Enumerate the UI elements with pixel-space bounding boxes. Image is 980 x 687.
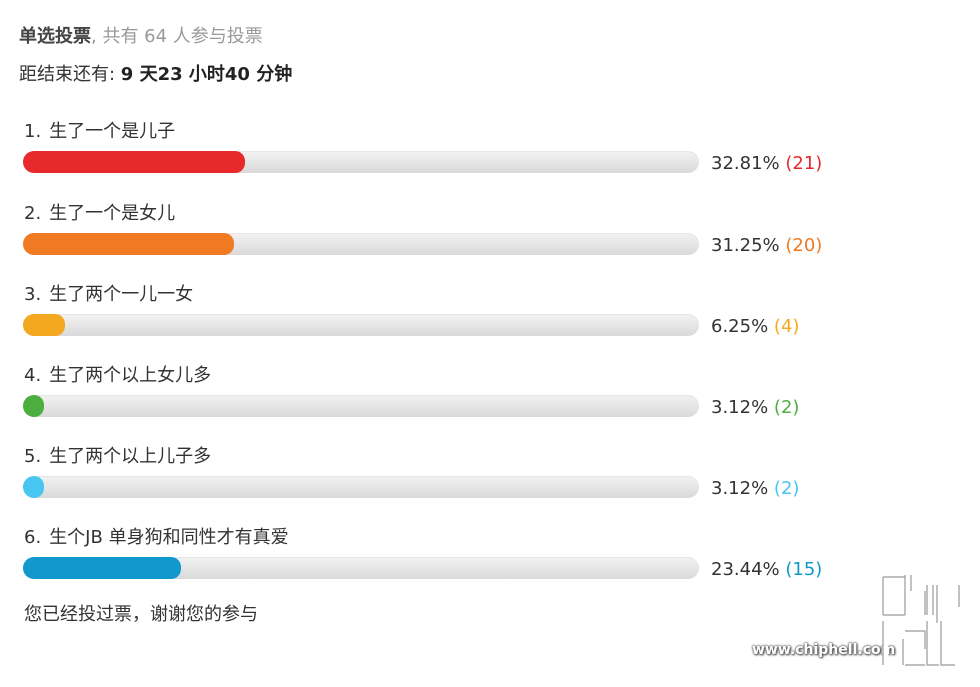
poll-deadline: 距结束还有: 9 天23 小时40 分钟 [19,60,292,86]
deadline-label: 距结束还有: [19,64,121,85]
option-bar-fill [23,314,66,336]
option-result: 23.44% (15) [711,559,822,580]
option-label: 5. 生了两个以上儿子多 [24,442,211,468]
option-percent: 31.25% [711,235,780,256]
option-text: 生个JB 单身狗和同性才有真爱 [49,527,289,548]
option-bar-track [23,233,699,255]
option-bar-fill [23,233,235,255]
option-label: 4. 生了两个以上女儿多 [24,361,211,387]
option-count: (21) [785,153,823,174]
option-text: 生了一个是儿子 [49,121,176,142]
poll-type-label: 单选投票 [19,26,91,47]
option-number: 6. [24,527,42,548]
deadline-value: 9 天23 小时40 分钟 [120,64,293,85]
option-percent: 23.44% [711,559,780,580]
watermark: www.chiphell.com [752,570,972,680]
option-bar-fill [23,395,45,417]
option-text: 生了两个一儿一女 [49,284,194,305]
poll-option-3: 3. 生了两个一儿一女 6.25% (4) [0,280,900,362]
option-text: 生了两个以上女儿多 [49,365,212,386]
option-percent: 3.12% [711,478,769,499]
option-label: 2. 生了一个是女儿 [24,199,175,225]
option-bar-track [23,476,699,498]
poll-participants-text: , 共有 64 人参与投票 [91,26,263,47]
option-number: 3. [24,284,42,305]
option-bar-fill [23,557,182,579]
option-count: (2) [773,397,800,418]
option-number: 4. [24,365,42,386]
option-result: 3.12% (2) [711,478,799,499]
option-label: 1. 生了一个是儿子 [24,117,175,143]
option-bar-track [23,151,699,173]
option-number: 1. [24,121,42,142]
option-percent: 3.12% [711,397,769,418]
option-count: (2) [773,478,800,499]
option-number: 2. [24,203,42,224]
option-label: 3. 生了两个一儿一女 [24,280,193,306]
chiphell-logo-icon [882,575,960,666]
option-bar-track [23,314,699,336]
option-result: 3.12% (2) [711,397,799,418]
option-bar-track [23,557,699,579]
option-count: (20) [785,235,823,256]
option-percent: 6.25% [711,316,769,337]
option-result: 32.81% (21) [711,153,822,174]
option-percent: 32.81% [711,153,780,174]
option-result: 6.25% (4) [711,316,799,337]
poll-option-6: 6. 生个JB 单身狗和同性才有真爱 23.44% (15) [0,523,900,605]
option-result: 31.25% (20) [711,235,822,256]
voted-message: 您已经投过票，谢谢您的参与 [24,604,258,625]
option-text: 生了一个是女儿 [49,203,176,224]
option-bar-fill [23,476,45,498]
option-count: (15) [785,559,823,580]
option-bar-fill [23,151,245,173]
watermark-url: www.chiphell.com [752,642,896,658]
option-label: 6. 生个JB 单身狗和同性才有真爱 [24,523,289,549]
poll-option-2: 2. 生了一个是女儿 31.25% (20) [0,199,900,281]
option-number: 5. [24,446,42,467]
poll-option-5: 5. 生了两个以上儿子多 3.12% (2) [0,442,900,524]
poll-option-4: 4. 生了两个以上女儿多 3.12% (2) [0,361,900,443]
option-text: 生了两个以上儿子多 [49,446,212,467]
option-count: (4) [773,316,800,337]
poll-option-1: 1. 生了一个是儿子 32.81% (21) [0,117,900,199]
option-bar-track [23,395,699,417]
poll-summary: 单选投票, 共有 64 人参与投票 [19,22,263,48]
